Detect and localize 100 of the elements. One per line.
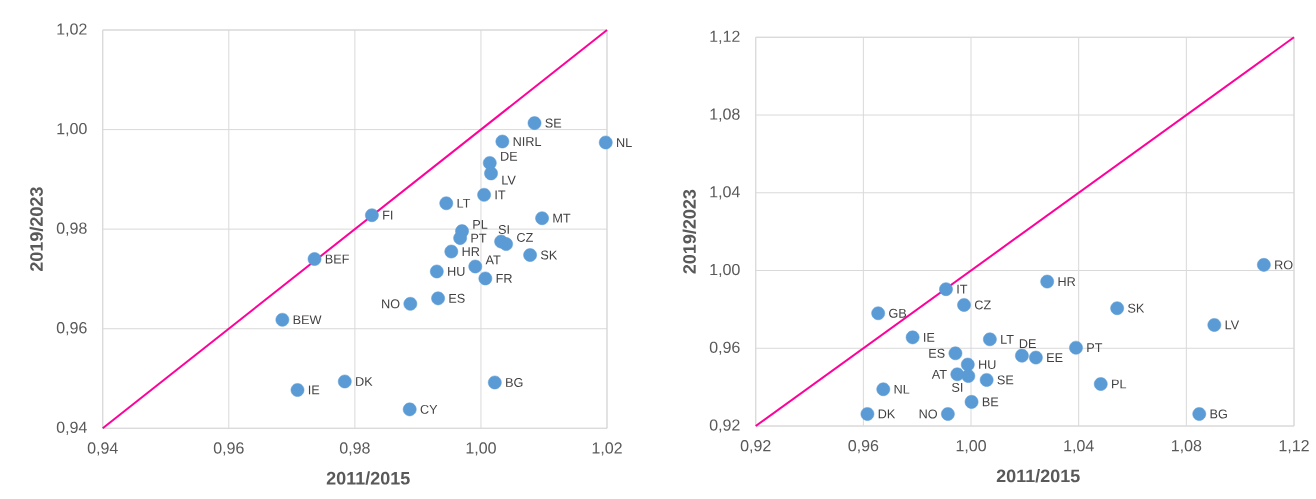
series-label: ES [929,348,945,358]
series-label: SK [540,250,558,260]
point [307,252,322,266]
series-label: DK [878,409,896,419]
point [439,196,454,211]
series-label: DE [501,151,518,161]
series-label: IE [924,333,935,342]
point [1093,377,1108,391]
series-label: LV [1225,320,1240,330]
series-label: CY [420,404,438,414]
point [484,166,498,181]
y-tick-label: 1,04 [710,186,740,200]
point [431,291,445,306]
y-tick-label: 1,08 [710,108,740,122]
point [983,332,997,347]
point [960,357,975,372]
y-tick-label: 0,92 [709,419,740,433]
y-tick-label: 1,00 [57,122,87,137]
series-label: DE [1019,339,1036,349]
series-label: HR [462,247,480,256]
series-label: LT [457,198,471,208]
series-label: NO [919,409,937,419]
point [488,375,502,390]
point [876,382,891,397]
point [964,395,979,409]
series-label: HR [1058,277,1076,286]
point [444,244,459,259]
series-label: FI [383,210,393,220]
series-label: DK [356,377,373,386]
x-tick-label: 0,94 [87,442,118,456]
x-axis-title: 2011/2015 [996,469,1080,483]
x-tick-label: 1,12 [1279,440,1309,454]
point [1207,318,1222,332]
series-label: BG [506,378,523,387]
series-label: NIRL [513,137,542,146]
series-label: NO [382,299,400,309]
y-tick-label: 1,02 [57,23,87,37]
point [478,271,493,286]
x-tick-label: 1,08 [1171,440,1202,454]
point [961,369,976,383]
series-label: EE [1047,353,1063,362]
series-label: PL [473,220,488,229]
point [871,306,885,321]
point [453,231,467,245]
series-label: SE [545,118,562,128]
point [477,188,491,202]
y-tick-label: 1,12 [710,30,740,44]
point [402,402,417,417]
y-tick-label: 0,96 [709,341,740,355]
series-label: GB [889,308,907,318]
point [275,312,290,327]
series-label: HU [979,360,996,369]
point [365,208,379,223]
point [527,116,542,130]
series-label: PT [1087,343,1103,353]
point [948,346,963,361]
series-label: NL [894,384,910,394]
point [403,297,418,311]
point [1040,274,1054,289]
series-label: BG [1210,409,1227,419]
series-label: BEW [293,315,322,325]
point [523,248,537,262]
series-label: SI [952,382,963,392]
point [1110,301,1124,316]
point [1069,340,1083,355]
point [1029,350,1043,365]
x-tick-label: 1,04 [1064,440,1094,454]
point [941,407,955,421]
series-label: NL [617,138,632,147]
point [1192,407,1207,421]
point [495,134,510,149]
series-label: BE [982,397,999,407]
point [905,330,920,345]
point [290,383,305,397]
x-axis-title: 2011/2015 [326,471,410,485]
series-label: IE [308,385,320,395]
series-label: CZ [517,232,533,242]
series-label: IT [495,190,506,200]
point [499,237,513,251]
series-label: AT [931,369,947,379]
point [1015,348,1029,363]
series-label: FR [496,274,512,283]
point [860,407,875,421]
point [950,367,965,382]
y-tick-label: 0,94 [56,421,87,435]
x-tick-label: 0,96 [213,442,244,456]
y-axis-title: 2019/2023 [682,189,697,274]
series-label: IT [957,284,968,294]
y-tick-label: 1,00 [710,263,740,278]
y-tick-label: 0,96 [56,322,87,336]
series-label: RO [1275,260,1293,270]
point [430,264,444,279]
y-axis-title: 2019/2023 [29,187,44,272]
x-tick-label: 1,00 [466,442,496,456]
x-tick-label: 1,00 [956,440,986,454]
point [598,135,613,150]
series-label: LT [1001,334,1014,344]
series-label: ES [449,293,465,303]
series-label: PT [471,233,487,243]
series-label: AT [485,255,501,265]
